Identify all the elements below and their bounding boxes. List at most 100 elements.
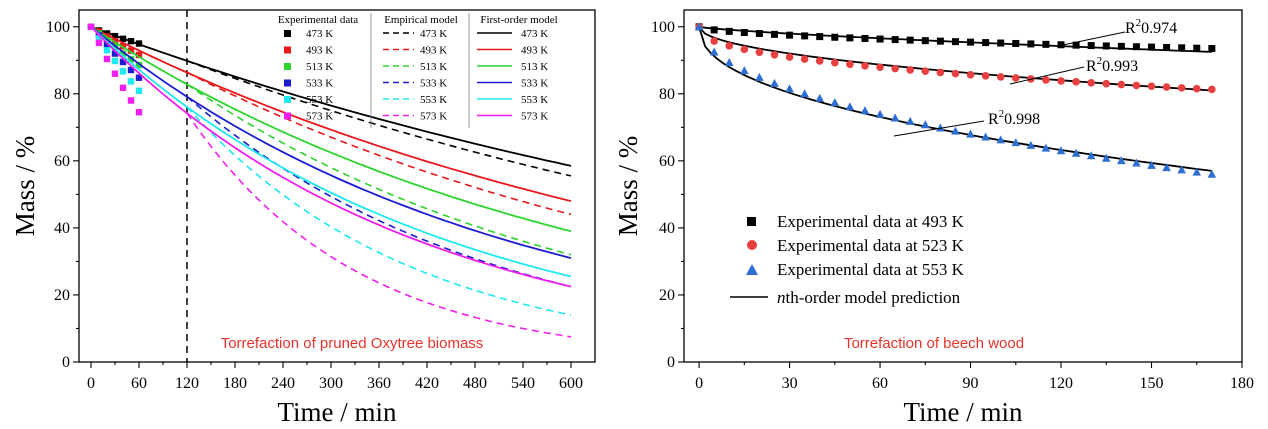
legend-marker-triangle [746, 264, 758, 275]
legend-label: 513 K [420, 61, 447, 73]
x-tick-label-left: 120 [175, 375, 199, 392]
data-point-circle [1042, 76, 1050, 84]
legend-label: 553 K [521, 94, 548, 106]
data-point-triangle [770, 78, 779, 87]
empirical-line-533k [186, 96, 572, 288]
legend-label: 553 K [306, 94, 333, 106]
data-point-533k [119, 58, 127, 66]
data-point-553k [119, 68, 127, 75]
data-point-533k [135, 74, 143, 81]
data-point-square [1057, 41, 1065, 49]
data-point-triangle [785, 84, 794, 93]
r2-leader-line [1057, 31, 1126, 47]
x-tick-label-right: 180 [1230, 375, 1254, 392]
data-point-triangle [694, 22, 704, 31]
data-point-573k [127, 97, 135, 104]
legend-label-553: Experimental data at 553 K [777, 260, 965, 279]
empirical-line-493k [186, 71, 572, 216]
data-point-circle [1057, 77, 1065, 85]
y-tick-label-left: 20 [54, 287, 70, 304]
data-point-triangle [1041, 143, 1051, 152]
data-point-triangle [966, 129, 975, 138]
legend-marker [284, 79, 291, 87]
data-point-square [1132, 43, 1140, 51]
data-point-circle [740, 45, 749, 54]
data-point-493k [127, 47, 135, 54]
data-point-circle [1177, 84, 1186, 92]
y-tick-label-right: 100 [651, 19, 675, 36]
data-point-circle [1162, 83, 1171, 91]
plot-frame-left [78, 9, 596, 363]
legend-label-493: Experimental data at 493 K [777, 212, 965, 231]
y-axis-label-left: Mass / % [10, 136, 40, 237]
data-point-circle [906, 66, 915, 74]
legend-marker [284, 96, 291, 103]
x-tick-label-left: 360 [367, 375, 391, 392]
data-point-triangle [860, 106, 870, 115]
y-tick-label-right: 80 [659, 86, 675, 103]
legend-marker-circle [747, 240, 757, 250]
data-point-triangle [1026, 140, 1036, 149]
data-point-triangle [755, 72, 764, 81]
data-point-circle [1102, 79, 1111, 88]
data-point-triangle [920, 120, 930, 129]
data-point-triangle [1132, 158, 1141, 167]
data-point-square [982, 39, 990, 47]
data-point-circle [846, 60, 854, 69]
data-point-circle [710, 37, 718, 45]
data-point-circle [981, 72, 990, 80]
data-point-triangle [996, 135, 1006, 144]
data-point-square [770, 30, 778, 38]
first-order-line-493k [90, 25, 572, 202]
legend-label: 573 K [306, 111, 333, 123]
data-point-triangle [1086, 151, 1096, 160]
data-point-triangle [740, 66, 749, 75]
data-point-circle [1087, 78, 1095, 87]
data-point-circle [921, 67, 930, 76]
data-point-triangle [709, 47, 719, 56]
r2-leader-line [893, 120, 985, 137]
legend-label-model: nth-order model prediction [777, 288, 961, 307]
legend-header-first-order: First-order model [480, 14, 557, 26]
legend-right: Experimental data at 493 K Experimental … [730, 212, 965, 307]
data-point-473k [127, 37, 135, 45]
legend-label: 513 K [521, 61, 548, 73]
y-tick-label-left: 0 [62, 354, 70, 371]
x-tick-label-left: 540 [511, 375, 535, 392]
data-point-553k [95, 35, 103, 42]
data-point-circle [966, 70, 975, 79]
data-point-square [831, 33, 839, 41]
data-point-circle [815, 57, 824, 65]
data-point-triangle [981, 132, 990, 141]
first-order-line-533k [90, 26, 572, 259]
data-point-square [951, 38, 959, 46]
data-point-square [1208, 45, 1216, 53]
data-point-473k [119, 35, 127, 43]
data-point-triangle [1056, 146, 1066, 155]
data-point-triangle [800, 89, 809, 98]
x-tick-label-right: 60 [872, 375, 888, 392]
data-point-square [1072, 41, 1080, 49]
legend-label: 533 K [420, 78, 447, 90]
data-point-square [740, 28, 748, 36]
data-point-513k [119, 50, 127, 57]
first-order-line-513k [90, 26, 572, 233]
legend-marker [284, 46, 291, 54]
data-point-513k [127, 56, 135, 63]
data-point-circle [1132, 81, 1141, 90]
data-point-circle [755, 48, 764, 57]
data-point-square [997, 39, 1005, 47]
data-point-circle [996, 73, 1005, 81]
legend-label: 533 K [306, 78, 333, 90]
x-tick-label-left: 60 [131, 375, 147, 392]
y-tick-label-left: 60 [54, 153, 70, 170]
data-point-square [846, 34, 854, 42]
data-point-triangle [1207, 169, 1217, 178]
data-point-triangle [936, 123, 945, 132]
data-point-triangle [1162, 163, 1171, 172]
data-point-553k [127, 78, 135, 85]
data-point-triangle [1071, 148, 1081, 157]
y-tick-label-left: 100 [46, 19, 70, 36]
y-tick-label-right: 40 [659, 220, 675, 237]
